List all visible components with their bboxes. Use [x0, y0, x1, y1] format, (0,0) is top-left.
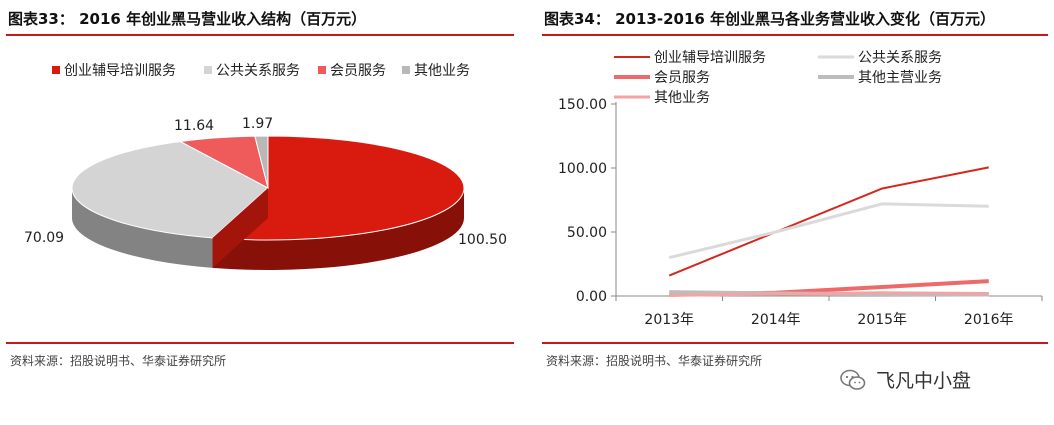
x-tick-label: 2015年: [857, 312, 907, 328]
series-line: [669, 291, 989, 297]
pie-legend-item: 创业辅导培训服务: [52, 60, 176, 80]
source-note: 资料来源：招股说明书、华泰证券研究所: [10, 354, 227, 368]
legend-label: 公共关系服务: [216, 63, 300, 79]
line-chart-title: 图表34： 2013-2016 年创业黑马各业务营业收入变化（百万元）: [544, 10, 996, 28]
legend-swatch: [204, 66, 212, 74]
watermark: 飞凡中小盘: [840, 366, 971, 393]
y-tick-label: 0.00: [576, 289, 607, 305]
watermark-text: 飞凡中小盘: [876, 370, 972, 392]
pie-value-label: 100.50: [458, 232, 507, 248]
pie-slice-side: [212, 188, 464, 270]
y-tick-label: 150.00: [558, 97, 607, 113]
legend-swatch: [318, 66, 326, 74]
legend-label: 公共关系服务: [858, 50, 942, 66]
legend-label: 会员服务: [654, 70, 710, 86]
legend-label: 会员服务: [330, 63, 386, 79]
legend-label: 其他业务: [414, 63, 470, 79]
series-line: [668, 202, 989, 260]
bottom-divider: [542, 342, 1048, 344]
line-chart: 150.00 100.00 50.00 0.00 2013年 2014年 2015年 2016…: [558, 50, 1043, 328]
bottom-divider: [6, 342, 514, 344]
pie-chart-title: 图表33： 2016 年创业黑马营业收入结构（百万元）: [8, 10, 367, 28]
pie-legend-item: 公共关系服务: [204, 60, 300, 80]
legend-label: 其他主营业务: [858, 70, 942, 86]
pie-value-label: 70.09: [24, 230, 65, 246]
pie-value-label: 1.97: [242, 116, 274, 132]
legend-label: 其他业务: [654, 90, 710, 106]
legend-swatch: [402, 66, 410, 74]
x-tick-label: 2014年: [751, 312, 801, 328]
pie-legend-item: 其他业务: [402, 60, 470, 80]
y-tick-label: 50.00: [567, 225, 607, 241]
pie-slice-cut: [212, 188, 268, 268]
pie-legend-item: 会员服务: [318, 60, 386, 80]
legend-label: 创业辅导培训服务: [654, 50, 766, 66]
line-chart-panel: 图表34： 2013-2016 年创业黑马各业务营业收入变化（百万元） 150.…: [536, 0, 1054, 425]
pie-slice: [211, 135, 465, 241]
x-tick-label: 2016年: [964, 312, 1014, 328]
y-tick-label: 100.00: [558, 161, 607, 177]
pie-chart-panel: 图表33： 2016 年创业黑马营业收入结构（百万元） 创业辅导培训服务 公共关…: [0, 0, 520, 425]
x-tick-label: 2013年: [644, 312, 694, 328]
pie-tops: [71, 135, 465, 241]
series-line: [668, 166, 989, 277]
pie-chart: [71, 135, 465, 270]
pie-slice: [254, 135, 269, 189]
pie-value-label: 11.64: [174, 118, 215, 134]
title-divider: [542, 34, 1048, 36]
pie-slice: [71, 140, 269, 239]
title-divider: [6, 34, 514, 36]
legend-label: 创业辅导培训服务: [64, 63, 176, 79]
wechat-icon: [840, 369, 866, 390]
source-note: 资料来源：招股说明书、华泰证券研究所: [546, 354, 763, 368]
legend-swatch: [52, 66, 60, 74]
